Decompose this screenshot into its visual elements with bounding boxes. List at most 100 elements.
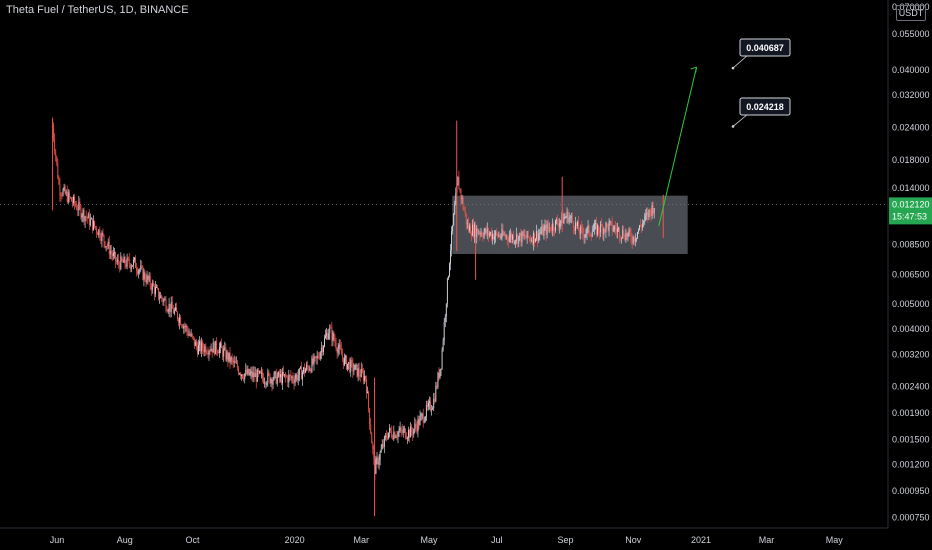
candle-body (173, 310, 175, 314)
candle-body (92, 218, 93, 230)
candle-body (143, 272, 145, 280)
candle-body (210, 348, 212, 352)
candle-body (137, 270, 139, 274)
candle-body (270, 379, 272, 383)
candle-body (265, 382, 267, 385)
currency-button[interactable]: USDT (896, 5, 926, 21)
candle-body (583, 233, 585, 238)
candle-body (470, 226, 471, 235)
candle-body (340, 348, 342, 355)
candle-body (72, 201, 73, 203)
candle-body (575, 222, 576, 231)
candle-body (331, 327, 333, 341)
candle-body (104, 241, 106, 248)
candle-body (97, 232, 99, 236)
candle-body (100, 237, 102, 241)
candle-body (433, 398, 435, 409)
candle-body (549, 227, 551, 231)
candle-body (631, 239, 633, 243)
candle-body (514, 241, 516, 243)
candle-body (191, 333, 193, 337)
candle-body (633, 236, 635, 242)
candle-body (318, 357, 320, 359)
candle-body (239, 373, 240, 375)
candle-body (415, 423, 417, 427)
candle-body (317, 355, 319, 358)
candle-body (573, 228, 575, 231)
candle-body (533, 232, 534, 245)
candle-body (181, 324, 183, 326)
candle-body (651, 204, 653, 216)
candle-body (381, 444, 383, 449)
candle-body (400, 427, 402, 431)
candle-body (440, 368, 442, 370)
candle-body (327, 333, 329, 340)
candle-body (434, 398, 436, 402)
candle-body (281, 374, 282, 384)
candle-body (276, 376, 278, 384)
candle-body (119, 263, 121, 270)
candle-body (121, 256, 123, 261)
candle-body (629, 229, 631, 234)
candle-body (492, 234, 493, 239)
candle-body (194, 341, 196, 346)
candle-body (253, 372, 255, 378)
candle-body (471, 234, 472, 236)
candle-body (624, 237, 626, 241)
candle-body (63, 186, 65, 190)
candle-body (463, 208, 465, 211)
candle-body (501, 229, 503, 238)
candle-body (205, 346, 207, 354)
candle-body (348, 362, 350, 364)
candle-body (636, 232, 638, 238)
candle-body (226, 352, 228, 360)
candle-body (606, 223, 608, 225)
candle-body (282, 372, 283, 384)
candle-body (56, 156, 58, 163)
candle-body (123, 256, 125, 263)
candle-body (233, 360, 235, 363)
candle-body (417, 419, 419, 432)
candle-body (607, 224, 609, 231)
candle-body (544, 225, 546, 229)
candle-body (626, 232, 628, 237)
candle-body (602, 226, 604, 235)
candle-body (147, 275, 149, 280)
candle-body (428, 402, 429, 407)
y-tick-label: 0.008500 (892, 239, 930, 249)
candle-body (96, 227, 98, 233)
candle-body (524, 234, 526, 238)
candle-body (61, 195, 63, 196)
candle-body (632, 236, 634, 243)
candle-body (336, 348, 338, 353)
candle-body (378, 460, 380, 465)
candle-body (460, 189, 462, 199)
candle-body (603, 229, 605, 235)
candle-body (64, 186, 66, 194)
candle-body (320, 347, 322, 353)
candle-body (235, 362, 237, 364)
candle-body (53, 125, 55, 139)
candle-body (466, 223, 468, 225)
candle-body (248, 369, 250, 375)
candle-body (252, 372, 254, 378)
candle-body (489, 232, 491, 234)
candle-body (589, 234, 591, 236)
candle-body (638, 229, 639, 233)
candle-body (152, 283, 154, 287)
candle-body (455, 193, 457, 206)
candle-body (442, 340, 444, 350)
candle-body (308, 367, 310, 371)
candle-body (305, 369, 307, 373)
candle-body (111, 253, 113, 256)
candle-body (178, 318, 180, 323)
candle-body (355, 364, 357, 366)
candle-body (158, 288, 160, 299)
candle-body (297, 375, 299, 381)
candle-body (407, 437, 408, 439)
candle-body (370, 424, 372, 434)
candle-body (403, 428, 405, 430)
candle-body (201, 342, 203, 352)
candle-body (586, 227, 588, 234)
candle-body (103, 234, 105, 242)
